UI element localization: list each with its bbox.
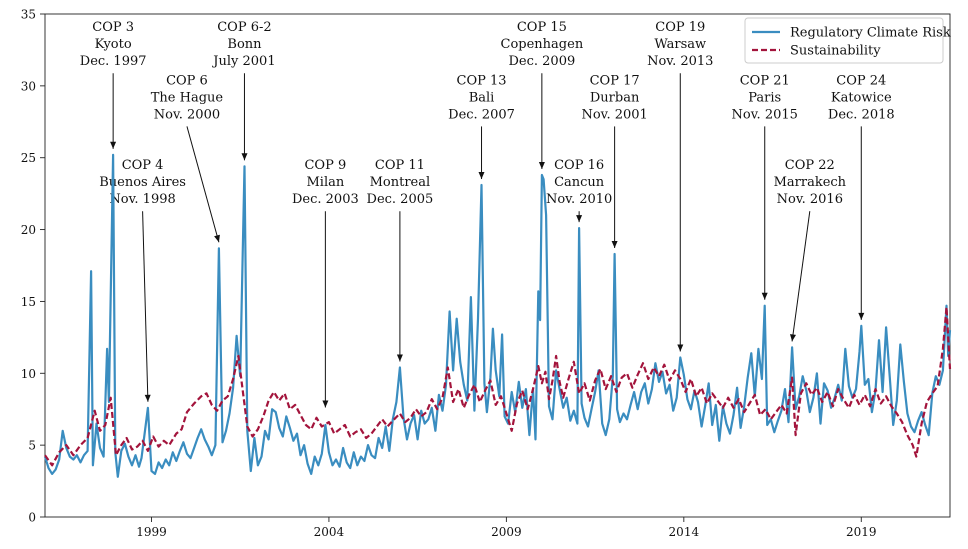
- annotation-text: Kyoto: [95, 37, 132, 52]
- annotation-13: COP 24 Katowice Dec. 2018: [828, 73, 895, 320]
- annotation-text: Nov. 1998: [109, 192, 175, 207]
- annotation-text: Dec. 2007: [448, 107, 515, 122]
- y-tick-label: 10: [21, 367, 36, 381]
- annotation-text: COP 15: [517, 20, 567, 35]
- annotation-text: COP 17: [590, 73, 640, 88]
- legend-box: [744, 17, 944, 64]
- annotation-arrowhead: [396, 354, 403, 362]
- annotation-1: COP 4 Buenos Aires Nov. 1998: [99, 158, 186, 402]
- annotation-text: The Hague: [151, 90, 224, 105]
- y-tick-label: 15: [21, 295, 36, 309]
- annotation-text: Nov. 2000: [154, 107, 220, 122]
- annotation-text: COP 13: [457, 73, 507, 88]
- annotation-text: COP 16: [554, 158, 604, 173]
- annotation-text: Nov. 2010: [546, 192, 612, 207]
- annotation-11: COP 21 Paris Nov. 2015: [732, 73, 798, 300]
- annotation-arrowhead: [761, 292, 768, 300]
- annotation-arrowhead: [478, 172, 485, 179]
- annotation-text: COP 24: [836, 73, 886, 88]
- annotation-arrowhead: [241, 153, 248, 161]
- legend: Regulatory Climate Risk Sustainability: [744, 17, 951, 64]
- y-tick-label: 25: [21, 151, 36, 165]
- y-tick-label: 0: [28, 511, 36, 525]
- x-tick-label: 2004: [314, 525, 345, 539]
- annotation-text: Dec. 2003: [292, 192, 359, 207]
- annotation-2: COP 6 The Hague Nov. 2000: [151, 73, 224, 243]
- annotation-text: Dec. 2009: [508, 54, 575, 69]
- annotation-text: Copenhagen: [501, 37, 584, 52]
- x-tick-label: 2009: [491, 525, 522, 539]
- annotation-arrowhead: [790, 334, 796, 342]
- axes-layer: 0 5 10 15 20 25 30 35 1999 2004 2009 2014 2019: [21, 8, 877, 540]
- annotation-text: Bali: [469, 90, 495, 105]
- legend-label-regulatory: Regulatory Climate Risk: [790, 26, 951, 41]
- y-tick-label: 30: [21, 79, 36, 93]
- annotation-text: COP 21: [740, 73, 790, 88]
- annotation-9: COP 17 Durban Nov. 2001: [581, 73, 648, 249]
- annotation-7: COP 15 Copenhagen Dec. 2009: [501, 20, 584, 169]
- y-tick-label: 5: [28, 439, 36, 453]
- annotation-8: COP 16 Cancun Nov. 2010: [546, 158, 612, 223]
- annotation-text: COP 4: [122, 158, 164, 173]
- annotation-arrow: [186, 126, 220, 243]
- annotation-text: Marrakech: [774, 175, 847, 190]
- y-tick-label: 20: [21, 223, 36, 237]
- annotation-arrowhead: [576, 215, 583, 223]
- annotation-text: COP 19: [655, 20, 705, 35]
- annotation-text: Buenos Aires: [99, 175, 186, 190]
- annotation-text: Dec. 2005: [367, 192, 434, 207]
- annotation-arrow: [791, 211, 811, 342]
- series-line-regulatory: [43, 153, 952, 478]
- annotation-5: COP 11 Montreal Dec. 2005: [367, 158, 434, 362]
- annotation-text: Cancun: [554, 175, 605, 190]
- annotation-text: July 2001: [211, 54, 275, 69]
- annotation-3: COP 6-2 Bonn July 2001: [211, 20, 276, 161]
- annotation-arrow: [142, 211, 149, 402]
- annotation-text: COP 3: [92, 20, 134, 35]
- annotation-text: Warsaw: [654, 37, 706, 52]
- annotation-text: Paris: [748, 90, 781, 105]
- x-tick-label: 2019: [846, 525, 877, 539]
- annotation-arrowhead: [214, 234, 220, 243]
- annotation-text: Milan: [306, 175, 344, 190]
- annotation-text: COP 6-2: [217, 20, 271, 35]
- annotation-arrowhead: [538, 162, 545, 169]
- series-layer: [43, 153, 952, 478]
- annotation-text: Nov. 2016: [777, 192, 843, 207]
- x-tick-label: 1999: [136, 525, 167, 539]
- annotation-12: COP 22 Marrakech Nov. 2016: [774, 158, 847, 342]
- annotation-text: Nov. 2001: [581, 107, 647, 122]
- annotation-arrowhead: [677, 344, 684, 352]
- annotation-arrowhead: [858, 312, 865, 320]
- annotation-arrowhead: [611, 241, 618, 248]
- annotation-text: Katowice: [831, 90, 892, 105]
- annotation-arrowhead: [144, 394, 151, 402]
- annotation-text: COP 11: [375, 158, 425, 173]
- annotation-4: COP 9 Milan Dec. 2003: [292, 158, 359, 408]
- y-tick-label: 35: [21, 8, 36, 22]
- annotation-text: Bonn: [227, 37, 262, 52]
- annotation-text: Nov. 2013: [647, 54, 713, 69]
- annotation-text: Dec. 2018: [828, 107, 895, 122]
- series-line-sustainability: [44, 306, 952, 467]
- annotation-text: COP 22: [785, 158, 835, 173]
- x-tick-label: 2014: [669, 525, 700, 539]
- annotation-text: COP 6: [166, 73, 208, 88]
- annotation-text: Nov. 2015: [732, 107, 798, 122]
- annotation-text: COP 9: [304, 158, 346, 173]
- annotation-0: COP 3 Kyoto Dec. 1997: [80, 20, 147, 149]
- annotation-text: Durban: [590, 90, 640, 105]
- annotation-arrowhead: [110, 141, 117, 149]
- annotations-layer: COP 3 Kyoto Dec. 1997 COP 4 Buenos Aires Nov.…: [80, 20, 895, 408]
- legend-label-sustainability: Sustainability: [790, 44, 881, 59]
- annotation-6: COP 13 Bali Dec. 2007: [448, 73, 515, 180]
- annotation-10: COP 19 Warsaw Nov. 2013: [647, 20, 713, 352]
- annotation-text: Dec. 1997: [80, 54, 147, 69]
- annotation-arrowhead: [322, 400, 329, 408]
- annotation-text: Montreal: [370, 175, 431, 190]
- plot-area: [44, 13, 951, 518]
